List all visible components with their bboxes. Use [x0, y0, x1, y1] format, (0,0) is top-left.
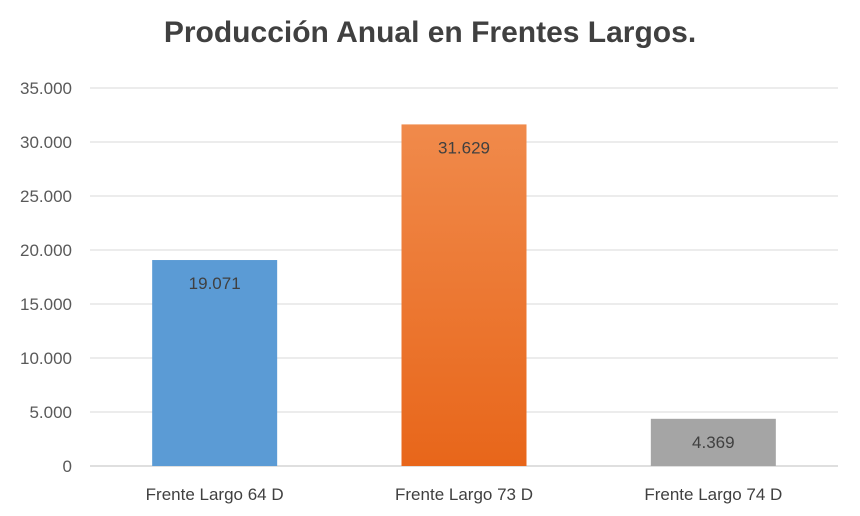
x-axis-categories: Frente Largo 64 D Frente Largo 73 D Frente… [146, 485, 783, 504]
y-tick-label: 5.000 [29, 403, 72, 422]
y-tick-label: 10.000 [20, 349, 72, 368]
y-tick-label: 35.000 [20, 79, 72, 98]
y-tick-label: 25.000 [20, 187, 72, 206]
data-label: 19.071 [189, 274, 241, 293]
category-label: Frente Largo 73 D [395, 485, 533, 504]
y-tick-label: 30.000 [20, 133, 72, 152]
data-labels: 19.071 31.629 4.369 [189, 138, 735, 451]
y-tick-label: 15.000 [20, 295, 72, 314]
data-label: 4.369 [692, 433, 735, 452]
data-label: 31.629 [438, 138, 490, 157]
bar-1 [152, 260, 278, 466]
category-label: Frente Largo 74 D [644, 485, 782, 504]
bar-2 [401, 124, 527, 466]
y-tick-label: 0 [63, 457, 72, 476]
bar-3 [650, 418, 776, 466]
y-axis-ticks: 0 5.000 10.000 15.000 20.000 25.000 30.000 35.0… [20, 79, 72, 476]
chart-title: Producción Anual en Frentes Largos. [163, 16, 697, 49]
bars [152, 124, 776, 466]
y-tick-label: 20.000 [20, 241, 72, 260]
category-label: Frente Largo 64 D [146, 485, 284, 504]
